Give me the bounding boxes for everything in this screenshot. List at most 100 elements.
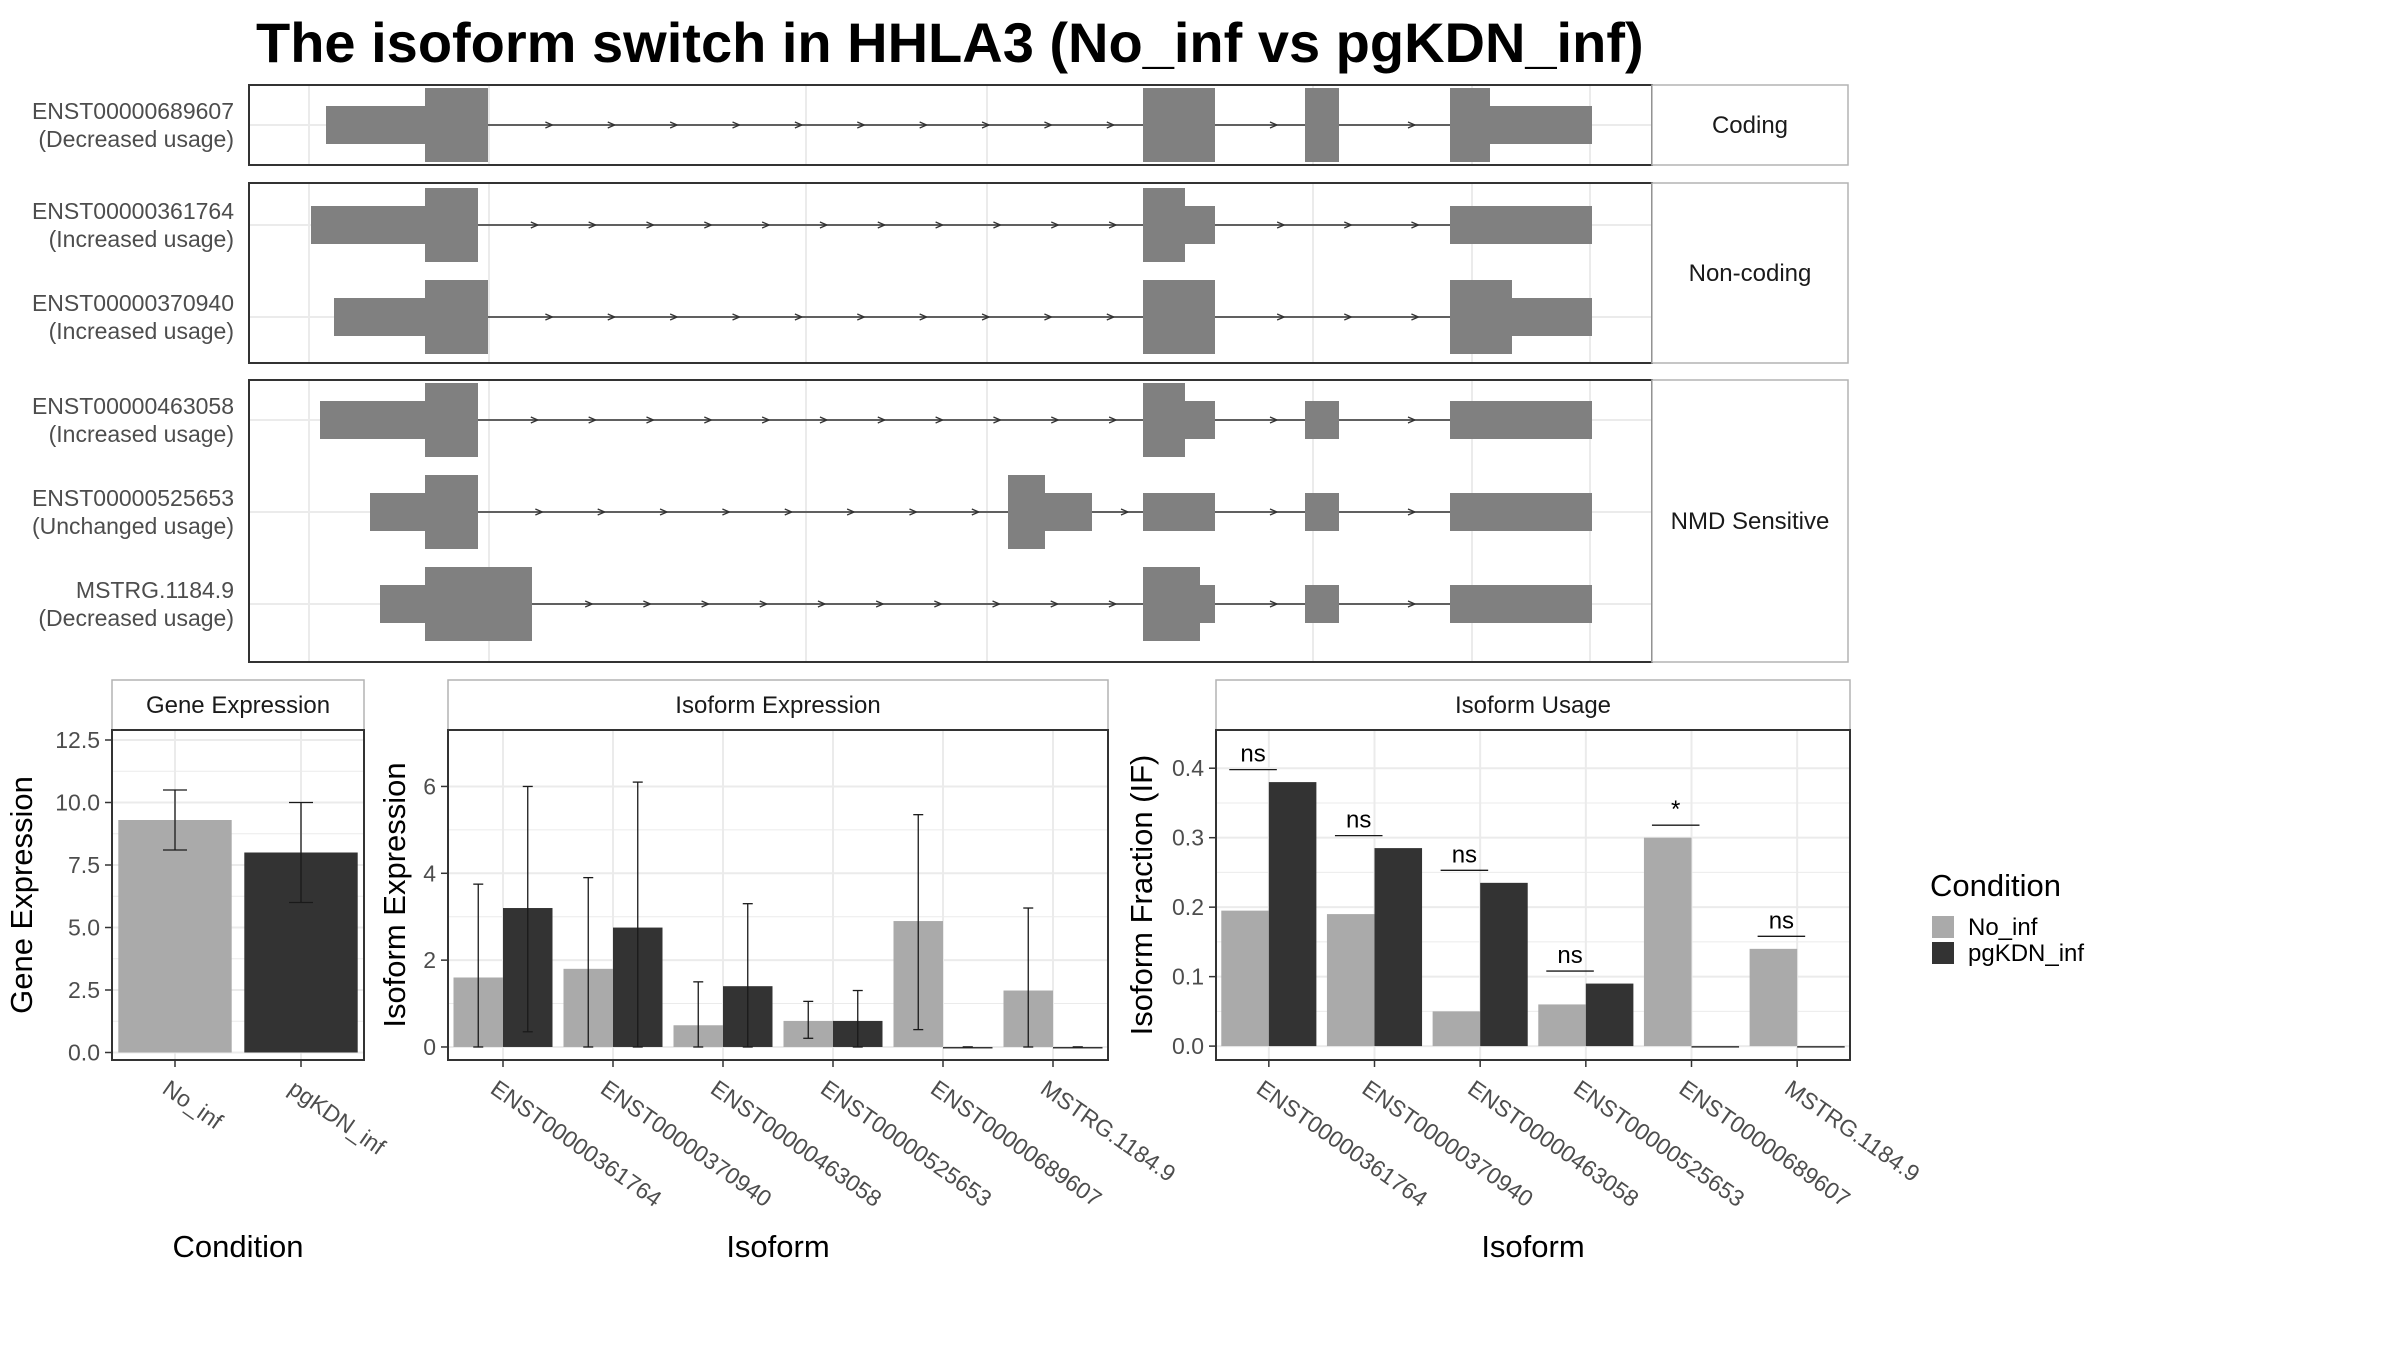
x-tick-label: ENST00000463058 xyxy=(1463,1075,1643,1212)
x-tick-label: pgKDN_inf xyxy=(284,1075,391,1160)
exon-block xyxy=(425,383,478,457)
y-tick-label: 2 xyxy=(423,947,436,973)
intron-arrow xyxy=(1106,313,1116,321)
exon-block xyxy=(1143,188,1185,262)
strip-label: Gene Expression xyxy=(146,692,330,719)
transcript-label: ENST00000463058 xyxy=(32,393,234,419)
y-tick-label: 4 xyxy=(423,860,436,886)
exon-block xyxy=(1143,88,1215,162)
significance-label: ns xyxy=(1346,807,1371,834)
gene-expression-panel: Gene Expression 0.0 2.5 5.0 7.5 10.0 12.5 No_in… xyxy=(4,679,391,1264)
panel-border xyxy=(447,729,1109,1061)
x-tick-label: ENST00000370940 xyxy=(1358,1075,1538,1212)
transcript-label: ENST00000370940 xyxy=(32,290,234,316)
bar-enst00000525653-no-inf xyxy=(1538,1004,1586,1047)
exon-block xyxy=(380,585,425,623)
bar-enst00000689607-no-inf xyxy=(1643,837,1692,1047)
transcript-usage-label: (Increased usage) xyxy=(49,421,234,447)
strip-label: Coding xyxy=(1712,112,1788,139)
intron-arrow xyxy=(819,416,829,424)
exon-block xyxy=(425,475,478,549)
intron-arrow xyxy=(1050,600,1060,608)
intron-arrow xyxy=(935,416,945,424)
y-tick-label: 6 xyxy=(423,773,436,799)
intron-arrow xyxy=(643,600,653,608)
transcript-usage-label: (Increased usage) xyxy=(49,226,234,252)
intron-arrow xyxy=(1044,313,1054,321)
exon-block xyxy=(1143,567,1200,641)
intron-arrow xyxy=(1407,121,1417,129)
bar-enst00000689607-pgkdn-inf xyxy=(1691,1046,1740,1048)
strip-box xyxy=(447,679,1109,731)
bar-enst00000361764-no-inf xyxy=(1221,910,1269,1047)
y-tick-label: 7.5 xyxy=(68,852,100,878)
transcript-enst00000463058: ENST00000463058(Increased usage) xyxy=(32,383,1592,457)
intron-arrow xyxy=(659,508,669,516)
y-tick-label: 0.0 xyxy=(1172,1033,1204,1059)
legend-swatch-pgkdn-inf xyxy=(1932,942,1954,964)
strip-box xyxy=(1215,679,1851,731)
intron-arrow xyxy=(1051,416,1060,424)
exon-block xyxy=(425,188,478,262)
intron-arrow xyxy=(857,121,866,129)
exon-block xyxy=(1305,493,1339,531)
intron-arrow xyxy=(935,221,945,229)
y-tick-label: 0 xyxy=(423,1034,436,1060)
y-tick-label: 0.2 xyxy=(1172,894,1204,920)
intron-arrow xyxy=(1269,121,1279,129)
intron-arrow xyxy=(1108,221,1118,229)
intron-arrow xyxy=(584,600,594,608)
intron-arrow xyxy=(1269,600,1279,608)
x-tick-label: ENST00000361764 xyxy=(1252,1075,1433,1212)
exon-block xyxy=(1305,585,1339,623)
panel-border xyxy=(111,729,365,1061)
panel-border xyxy=(1215,729,1851,1061)
intron-arrow xyxy=(535,508,545,516)
significance-label: ns xyxy=(1240,741,1265,768)
bar-mstrg-1184-9-no-inf xyxy=(1749,948,1798,1047)
transcript-label: ENST00000689607 xyxy=(32,98,234,124)
transcript-label: MSTRG.1184.9 xyxy=(76,577,234,603)
transcript-group-coding: ENST00000689607(Decreased usage) Coding xyxy=(32,84,1849,166)
y-tick-label: 2.5 xyxy=(68,977,100,1003)
exon-block xyxy=(1450,585,1592,623)
x-tick-label: No_inf xyxy=(158,1075,228,1135)
bar-enst00000370940-no-inf xyxy=(1326,914,1375,1047)
legend-label-pgkdn-inf: pgKDN_inf xyxy=(1968,940,2084,967)
strip-label: Non-coding xyxy=(1689,260,1812,287)
intron-arrow xyxy=(846,508,856,516)
exon-block xyxy=(1450,206,1592,244)
exon-block xyxy=(370,493,425,531)
panel-background xyxy=(1216,730,1850,1060)
exon-block xyxy=(1450,280,1512,354)
intron-arrow xyxy=(1108,600,1118,608)
exon-block xyxy=(320,401,425,439)
intron-arrow xyxy=(1044,121,1054,129)
intron-arrow xyxy=(784,508,794,516)
intron-arrow xyxy=(761,416,771,424)
transcript-group-non-coding: ENST00000361764(Increased usage) ENST0000… xyxy=(32,182,1849,364)
exon-block xyxy=(1305,401,1339,439)
intron-arrow xyxy=(530,221,540,229)
y-tick-label: 10.0 xyxy=(55,790,100,816)
strip-label: Isoform Usage xyxy=(1455,692,1611,719)
significance-label: ns xyxy=(1452,841,1477,868)
exon-block xyxy=(1450,493,1592,531)
transcript-usage-label: (Decreased usage) xyxy=(38,126,234,152)
intron-arrow xyxy=(1269,416,1279,424)
strip-box xyxy=(1651,182,1849,364)
exon-block xyxy=(311,206,425,244)
significance-label: * xyxy=(1671,796,1680,823)
panel-background xyxy=(448,730,1108,1060)
intron-arrow xyxy=(646,416,656,424)
transcript-enst00000370940: ENST00000370940(Increased usage) xyxy=(32,280,1592,354)
condition-legend: Condition No_inf pgKDN_inf xyxy=(1930,868,2084,967)
bar-enst00000525653-pgkdn-inf xyxy=(1585,983,1634,1047)
transcript-enst00000361764: ENST00000361764(Increased usage) xyxy=(32,188,1592,262)
intron-arrow xyxy=(794,121,804,129)
exon-block xyxy=(425,567,532,641)
intron-arrow xyxy=(1051,221,1060,229)
exon-block xyxy=(1185,206,1215,244)
intron-arrow xyxy=(1407,600,1417,608)
